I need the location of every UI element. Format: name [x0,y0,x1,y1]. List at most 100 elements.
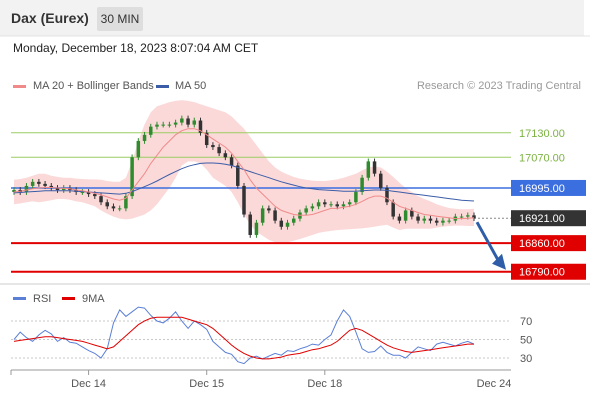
candle [434,220,439,223]
candle [55,187,60,190]
candle [372,161,377,174]
candle [472,215,476,219]
candle [130,157,134,197]
candle [93,194,97,197]
candle [37,181,41,184]
ma9-line [13,316,474,360]
candle [49,185,54,188]
candle [316,202,321,207]
ma20-legend-swatch [13,85,26,88]
level-tag-16995.00 [511,179,586,196]
candle [267,208,271,211]
candle [61,187,66,190]
candle [155,124,159,127]
candle [204,132,209,146]
forecast-arrow-head [492,253,506,270]
candle [149,126,153,135]
candle [422,218,427,221]
candle [248,214,252,235]
candle [24,185,29,193]
level-tag-16921.00 [511,210,586,227]
candle [385,187,389,203]
candle [291,218,296,223]
x-tick-label: Dec 24 [477,378,512,390]
candle [329,204,333,206]
candle [466,215,470,217]
rsi-legend-swatch [13,297,26,300]
x-tick-label: Dec 18 [307,378,342,390]
candle [117,208,122,210]
candle [354,192,358,203]
candle [111,206,116,209]
candle [192,120,197,125]
candle [360,177,364,193]
candle [273,210,277,221]
candle [30,181,35,186]
candle [379,173,383,188]
level-label-16860.00: 16860.00 [519,238,565,250]
candle [279,220,284,227]
instrument-title: Dax (Eurex) [11,10,89,26]
candle [242,185,246,215]
level-tag-16790.00 [511,263,586,280]
rsi-legend-label: RSI [33,293,52,305]
rsi-tick-label: 30 [520,353,532,365]
candle [459,216,464,218]
x-tick-label: Dec 14 [71,378,106,390]
candle [99,196,103,203]
candle [447,220,451,222]
level-label-17070.00: 17070.00 [519,152,565,164]
candle [366,161,371,178]
candle [161,124,165,126]
candle [397,216,402,221]
candle [180,118,184,123]
candle [86,192,91,195]
timeframe-button[interactable]: 30 MIN [97,7,143,31]
candle [12,190,16,193]
candle [211,145,215,148]
rsi-tick-label: 70 [520,316,532,328]
candle [428,218,433,221]
candle [173,122,178,125]
candle [341,204,346,207]
candle [105,202,109,207]
candle [391,202,395,217]
candle [403,210,408,221]
candle [136,140,141,158]
level-label-16790.00: 16790.00 [519,267,565,279]
candle [186,118,190,125]
ma9-legend-label: 9MA [82,293,105,305]
candle [217,147,221,154]
ma50-legend-swatch [156,85,169,88]
level-tag-16860.00 [511,235,586,252]
candle [80,192,85,194]
candle [310,206,315,209]
level-label-17130.00: 17130.00 [519,128,565,140]
candle [410,210,414,217]
candle [441,220,445,223]
candle [124,196,128,209]
ma9-legend-swatch [62,297,75,300]
ma50-legend-label: MA 50 [175,80,207,92]
candle [254,222,259,235]
candle [167,124,172,126]
ma20-line [13,128,475,220]
candle [236,165,240,186]
candle [347,202,352,205]
rsi-tick-label: 50 [520,335,532,347]
candle [323,202,327,205]
candle [43,183,47,186]
credit-text: Research © 2023 Trading Central [416,80,581,92]
candle [198,120,203,133]
candle [335,204,339,207]
candle [223,153,228,158]
bollinger-band-area [14,100,474,244]
x-tick-label: Dec 15 [189,378,224,390]
candle [260,208,265,223]
level-label-16921.00: 16921.00 [519,213,565,225]
forecast-arrow-shaft [475,221,501,263]
level-label-16995.00: 16995.00 [519,183,565,195]
ma20-legend-label: MA 20 + Bollinger Bands [33,80,154,92]
rsi-line [13,306,475,365]
